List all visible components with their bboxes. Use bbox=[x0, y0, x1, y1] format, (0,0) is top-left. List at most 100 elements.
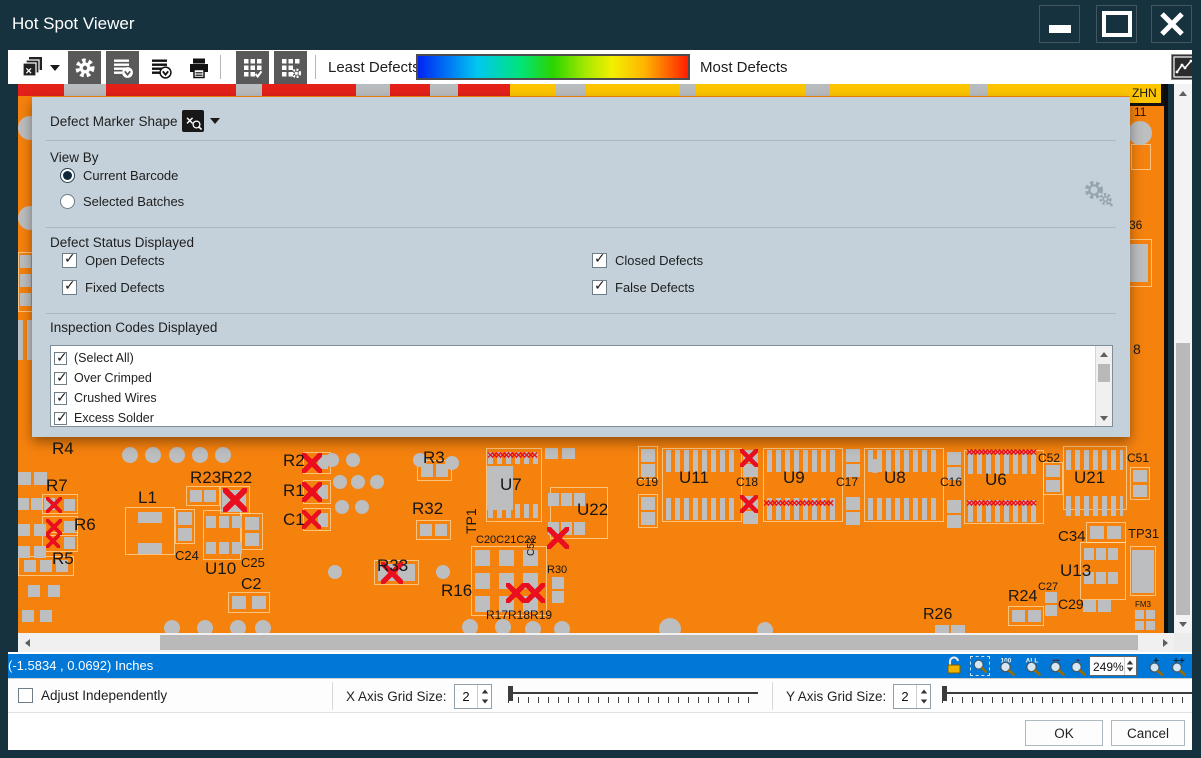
y-axis-grid-size-spinner[interactable]: 2 bbox=[893, 684, 931, 709]
y-axis-grid-size-label: Y Axis Grid Size: bbox=[786, 689, 887, 704]
grid-settings-button[interactable] bbox=[274, 51, 307, 84]
x-axis-grid-size-value[interactable]: 2 bbox=[462, 689, 470, 704]
vertical-scroll-thumb[interactable] bbox=[1176, 343, 1190, 615]
pcb-component-label: R4 bbox=[52, 439, 74, 458]
list-export-alt-icon bbox=[151, 59, 172, 79]
pcb-component-label: U13 bbox=[1060, 561, 1092, 580]
inspection-code-item[interactable]: ✓ Crushed Wires bbox=[54, 388, 1092, 408]
marker-shape-dropdown[interactable]: × bbox=[182, 110, 220, 132]
ic-pin-row bbox=[868, 450, 940, 472]
component-pad bbox=[641, 464, 655, 477]
copy-marker-button[interactable]: × bbox=[14, 51, 66, 84]
zoom-level-value[interactable]: 249% bbox=[1093, 660, 1124, 674]
component-outline bbox=[864, 448, 944, 522]
y-axis-grid-size-slider[interactable] bbox=[942, 684, 1192, 710]
inspection-code-item[interactable]: ✓ Over Crimped bbox=[54, 368, 1092, 388]
gear-icon bbox=[75, 58, 94, 77]
ok-button[interactable]: OK bbox=[1025, 720, 1103, 746]
slider-track[interactable] bbox=[942, 692, 1192, 694]
via-hole bbox=[333, 475, 347, 489]
pcb-component-label: U10 bbox=[205, 559, 237, 578]
view-by-options: Current Barcode Selected Batches bbox=[60, 167, 184, 209]
list-scrollbar[interactable] bbox=[1095, 346, 1112, 426]
slider-thumb[interactable] bbox=[942, 686, 947, 701]
checkbox-icon[interactable]: ✓ bbox=[592, 251, 607, 268]
minimize-button[interactable] bbox=[1039, 5, 1080, 43]
scroll-down-arrow[interactable] bbox=[1174, 615, 1192, 633]
defect-status-checkbox[interactable]: ✓ Open Defects bbox=[62, 251, 592, 268]
y-axis-grid-size-value[interactable]: 2 bbox=[901, 689, 909, 704]
component-pad bbox=[846, 449, 860, 462]
component-outline bbox=[550, 487, 608, 539]
export-list-alt-button[interactable] bbox=[144, 51, 177, 84]
svg-text:+: + bbox=[1153, 656, 1159, 667]
horizontal-scroll-thumb[interactable] bbox=[160, 635, 1138, 650]
component-pad bbox=[318, 513, 328, 527]
list-item-label: (Select All) bbox=[74, 351, 134, 365]
checkbox-icon[interactable]: ✓ bbox=[62, 278, 77, 295]
slider-thumb[interactable] bbox=[508, 686, 513, 701]
checkbox-icon[interactable]: ✓ bbox=[54, 350, 68, 366]
x-axis-grid-size-spinner[interactable]: 2 bbox=[454, 684, 492, 709]
zoom-in-button[interactable]: + bbox=[1146, 656, 1166, 676]
list-scroll-down-arrow[interactable] bbox=[1096, 410, 1112, 426]
component-pad bbox=[22, 610, 34, 622]
spinner-arrows[interactable] bbox=[477, 685, 491, 708]
inspection-code-item[interactable]: ✓ Excess Solder bbox=[54, 408, 1092, 426]
component-pad bbox=[1083, 600, 1096, 612]
zoom-all-button[interactable]: ALL bbox=[1023, 656, 1043, 676]
component-outline bbox=[1130, 467, 1150, 500]
checkbox-icon[interactable] bbox=[18, 688, 33, 703]
defect-density-strip bbox=[390, 84, 430, 96]
lock-zoom-button[interactable] bbox=[944, 656, 964, 676]
scroll-left-arrow[interactable] bbox=[18, 633, 36, 652]
checkbox-icon[interactable]: ✓ bbox=[62, 251, 77, 268]
view-by-option[interactable]: Current Barcode bbox=[60, 167, 184, 183]
inspection-code-item[interactable]: ✓ (Select All) bbox=[54, 348, 1092, 368]
scroll-right-arrow[interactable] bbox=[1156, 633, 1174, 652]
list-scroll-up-arrow[interactable] bbox=[1096, 346, 1112, 362]
maximize-button[interactable] bbox=[1096, 5, 1137, 43]
defect-status-checkbox[interactable]: ✓ Closed Defects bbox=[592, 251, 703, 268]
cursor-coordinates: (-1.5834 , 0.0692) Inches bbox=[8, 658, 154, 673]
defect-status-checkbox[interactable]: ✓ False Defects bbox=[592, 278, 703, 295]
svg-text:ALL: ALL bbox=[1026, 658, 1039, 665]
component-outline bbox=[186, 486, 220, 506]
checkbox-icon[interactable]: ✓ bbox=[54, 410, 68, 426]
settings-button[interactable] bbox=[68, 51, 101, 84]
zoom-100-button[interactable]: 100 bbox=[997, 656, 1017, 676]
list-scroll-thumb[interactable] bbox=[1098, 364, 1110, 382]
zoom-window-button[interactable] bbox=[970, 656, 990, 676]
via-hole bbox=[436, 565, 450, 579]
radio-icon[interactable] bbox=[60, 167, 75, 183]
defect-marker-x bbox=[46, 534, 60, 548]
checkbox-icon[interactable]: ✓ bbox=[54, 370, 68, 386]
via-hole bbox=[525, 621, 541, 633]
grid-check-button[interactable] bbox=[236, 51, 269, 84]
checkbox-icon[interactable]: ✓ bbox=[592, 278, 607, 295]
checkbox-icon[interactable]: ✓ bbox=[54, 390, 68, 406]
spinner-arrows[interactable] bbox=[1123, 657, 1136, 675]
zoom-level-spinner[interactable]: 249% bbox=[1089, 656, 1137, 676]
adjust-independently-checkbox[interactable]: Adjust Independently bbox=[18, 688, 167, 703]
radio-icon[interactable] bbox=[60, 193, 75, 209]
zoom-out-button[interactable]: - bbox=[1068, 656, 1088, 676]
print-button[interactable] bbox=[182, 51, 215, 84]
component-pad bbox=[318, 485, 328, 499]
vertical-scrollbar[interactable] bbox=[1174, 84, 1192, 633]
export-list-button[interactable] bbox=[106, 51, 139, 84]
close-button[interactable] bbox=[1151, 5, 1192, 43]
batch-settings-button[interactable] bbox=[1082, 179, 1116, 214]
cancel-button[interactable]: Cancel bbox=[1111, 720, 1185, 746]
component-pad bbox=[206, 516, 216, 528]
zoom-out-fast-button[interactable]: -- bbox=[1047, 656, 1067, 676]
view-by-option[interactable]: Selected Batches bbox=[60, 193, 184, 209]
slider-track[interactable] bbox=[508, 692, 758, 694]
zoom-in-fast-button[interactable]: ++ bbox=[1169, 656, 1189, 676]
scroll-up-arrow[interactable] bbox=[1174, 84, 1192, 102]
defect-status-checkbox[interactable]: ✓ Fixed Defects bbox=[62, 278, 592, 295]
ic-pin-row bbox=[488, 452, 540, 464]
spinner-arrows[interactable] bbox=[916, 685, 930, 708]
x-axis-grid-size-slider[interactable] bbox=[508, 684, 758, 710]
horizontal-scrollbar[interactable] bbox=[18, 633, 1174, 652]
